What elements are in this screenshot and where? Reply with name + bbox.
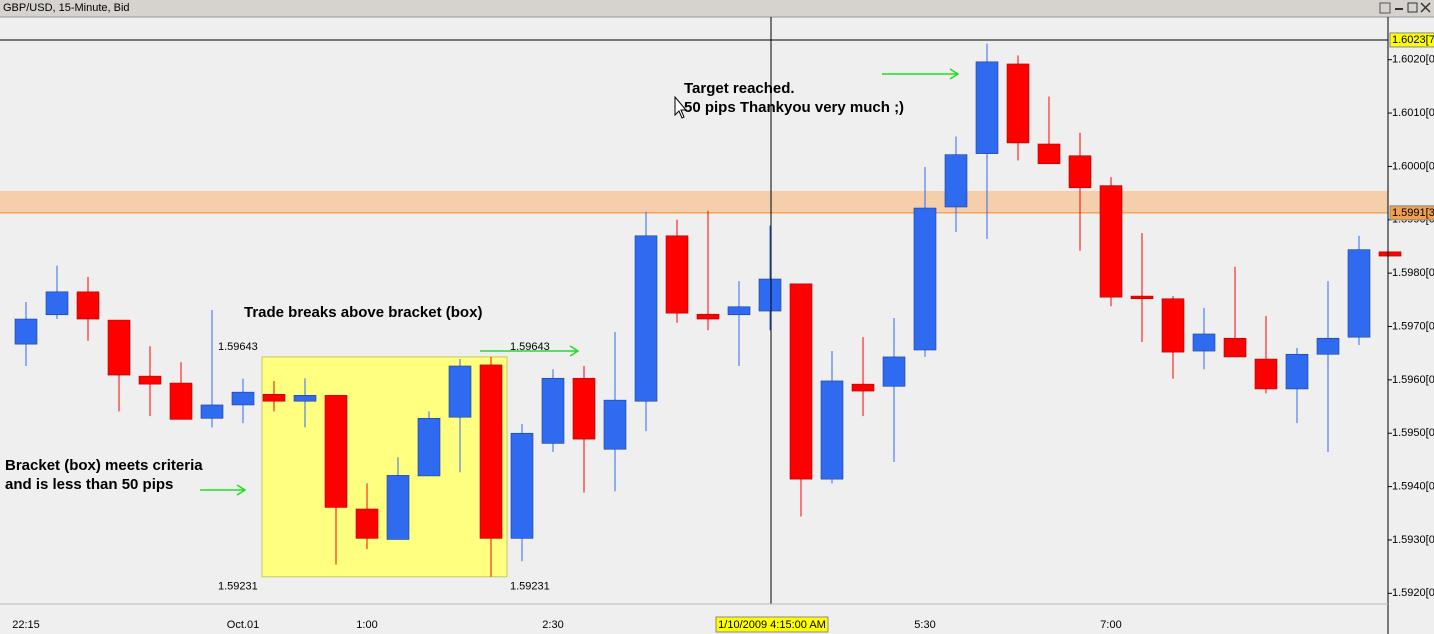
annotation: Bracket (box) meets criteria: [5, 457, 203, 474]
arrow: [882, 68, 960, 80]
x-tick-label: 1:00: [356, 619, 377, 631]
candle-body: [1130, 295, 1154, 300]
candle-body: [169, 382, 193, 420]
candle-body: [138, 375, 162, 385]
candle-body: [1099, 185, 1123, 298]
candle-body: [231, 391, 255, 406]
candle-body: [1068, 155, 1092, 189]
candle-body: [200, 404, 224, 419]
plot-area: 1.59643 1.59231 1.59643 1.59231: [0, 39, 1402, 593]
y-tick-label: 1.6000[0]: [1392, 160, 1434, 172]
candle-body: [1223, 337, 1247, 358]
candle-body: [572, 377, 596, 440]
price-tag: [1389, 205, 1434, 221]
y-tick-label: 1.5940[0]: [1392, 481, 1434, 493]
candle-body: [386, 475, 410, 540]
candle-body: [603, 399, 627, 450]
x-tick-label: Oct.01: [227, 619, 259, 631]
crosshair-label: 1/10/2009 4:15:00 AM: [718, 619, 826, 631]
candle-body: [510, 432, 534, 539]
candle-body: [975, 61, 999, 154]
y-tick-label: 1.6020[0]: [1392, 54, 1434, 66]
x-tick-label: 22:15: [12, 619, 40, 631]
annotation: Trade breaks above bracket (box): [244, 304, 482, 321]
chart-title: GBP/USD, 15-Minute, Bid: [3, 2, 130, 14]
resistance-zone: [0, 190, 1388, 213]
candle-body: [1316, 337, 1340, 355]
close-button[interactable]: [1420, 2, 1431, 13]
candle-body: [696, 313, 720, 320]
annotation: and is less than 50 pips: [5, 476, 173, 493]
candle-body: [758, 278, 782, 312]
annotation: Target reached.: [684, 80, 795, 97]
candle-body: [1006, 63, 1030, 144]
y-tick-label: 1.6010[0]: [1392, 107, 1434, 119]
candle-body: [76, 291, 100, 320]
arrow: [480, 345, 580, 357]
candle-body: [541, 377, 565, 444]
candle-body: [45, 291, 69, 316]
window-buttons[interactable]: [1379, 2, 1431, 14]
candle-body: [727, 306, 751, 316]
candle-body: [417, 417, 441, 477]
arrows: [200, 68, 960, 496]
y-tick-label: 1.5950[0]: [1392, 427, 1434, 439]
candle-body: [1347, 249, 1371, 338]
candle-body: [324, 395, 348, 508]
y-tick-label: 1.5960[0]: [1392, 374, 1434, 386]
candle-body: [14, 318, 38, 345]
y-tick-label: 1.5980[0]: [1392, 267, 1434, 279]
candle-body: [479, 364, 503, 539]
candle-body: [913, 207, 937, 351]
crosshair-label-box: [715, 616, 829, 633]
candle-body: [355, 508, 379, 539]
candle-body: [882, 356, 906, 387]
candle-body: [262, 393, 286, 402]
candle-body: [1192, 333, 1216, 352]
y-tick-label: 1.5970[0]: [1392, 320, 1434, 332]
x-tick-label: 5:30: [914, 619, 935, 631]
price-tag: [1389, 32, 1434, 48]
annotation: 50 pips Thankyou very much ;): [684, 99, 904, 116]
bracket-label: 1.59643: [218, 341, 258, 353]
mouse-cursor: [674, 95, 688, 119]
minimize-button[interactable]: [1395, 8, 1403, 10]
candle-body: [293, 395, 317, 402]
candle-body: [1161, 298, 1185, 353]
x-tick-label: 7:00: [1100, 619, 1121, 631]
x-tick-label: 2:30: [542, 619, 563, 631]
candle-body: [665, 235, 689, 314]
candle-body: [820, 380, 844, 480]
bracket-label: 1.59231: [218, 581, 258, 593]
candle-body: [634, 235, 658, 402]
candle-body: [107, 319, 131, 376]
y-tick-label: 1.5930[0]: [1392, 534, 1434, 546]
bracket-label: 1.59643: [510, 341, 550, 353]
price-tag-label: 1.5991[3: [1392, 207, 1434, 219]
candle-body: [448, 365, 472, 418]
candle-body: [1254, 358, 1278, 390]
candle-body: [1037, 143, 1061, 165]
candle-body: [1378, 251, 1402, 257]
menu-button[interactable]: [1379, 2, 1391, 14]
price-tag-label: 1.6023[7: [1392, 34, 1434, 46]
candle-body: [851, 383, 875, 392]
candle-body: [1285, 353, 1309, 390]
restore-button[interactable]: [1407, 2, 1418, 13]
title-bar: [0, 0, 1434, 17]
arrow: [200, 484, 247, 496]
bracket-label: 1.59231: [510, 581, 550, 593]
candle-body: [944, 154, 968, 208]
candle-body: [789, 283, 813, 480]
y-tick-label: 1.5920[0]: [1392, 587, 1434, 599]
